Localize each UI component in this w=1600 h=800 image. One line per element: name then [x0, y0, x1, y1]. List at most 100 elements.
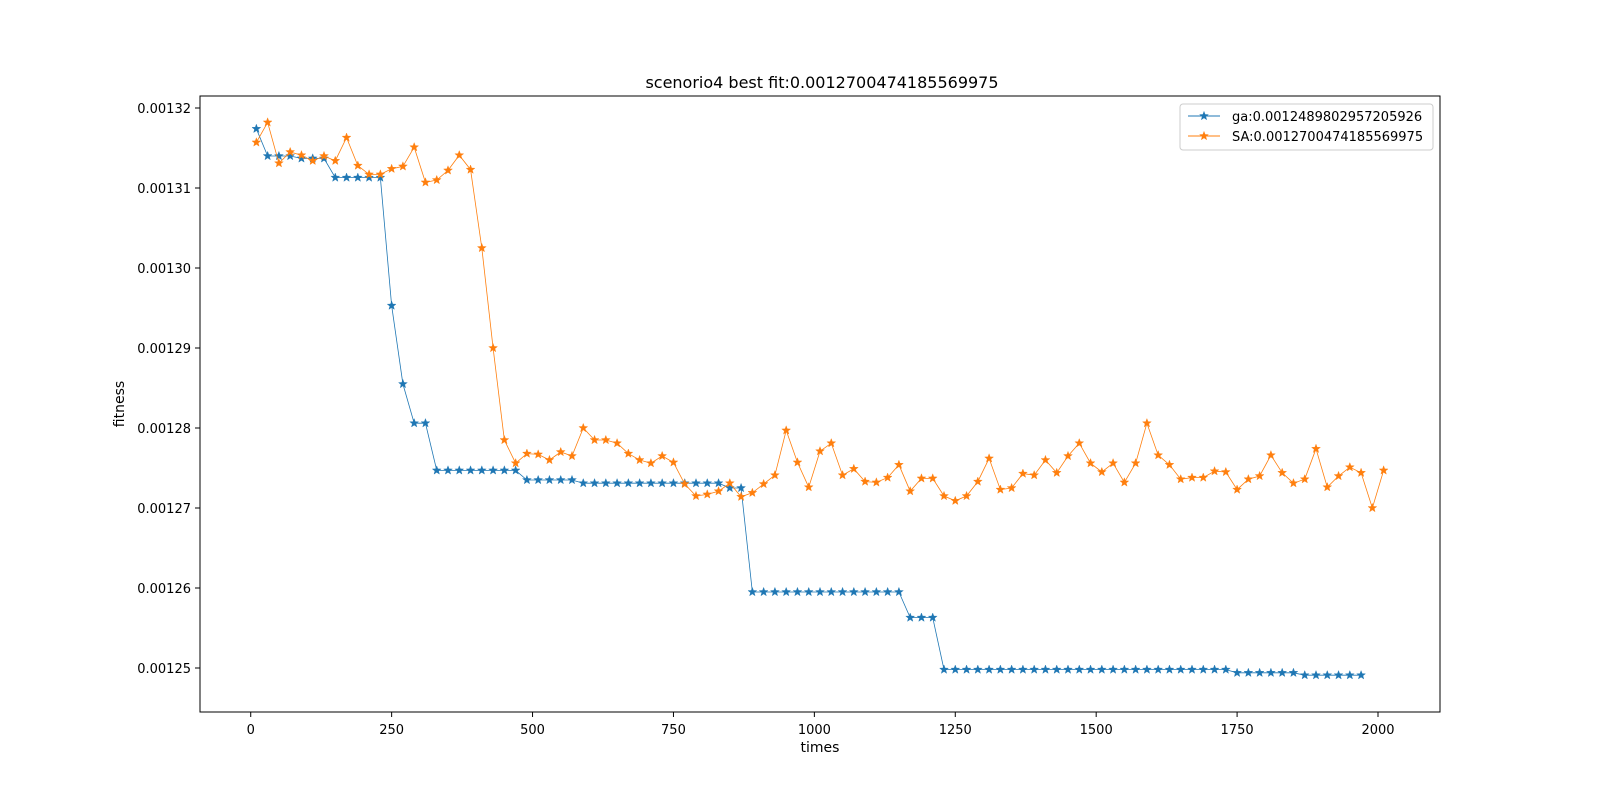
chart-title: scenorio4 best fit:0.0012700474185569975	[645, 73, 998, 92]
data-point	[465, 164, 476, 174]
data-point	[713, 486, 724, 496]
data-point	[1243, 474, 1254, 484]
data-point	[341, 132, 352, 142]
data-point	[1119, 477, 1130, 487]
data-point	[589, 434, 600, 445]
data-point	[972, 664, 983, 674]
data-point	[1220, 466, 1231, 477]
data-point	[1074, 664, 1085, 674]
data-point	[769, 586, 780, 597]
data-point	[1333, 670, 1344, 680]
series-1	[251, 117, 1389, 513]
data-point	[1254, 470, 1265, 481]
data-point	[1074, 438, 1085, 448]
data-point	[1288, 667, 1299, 677]
data-point	[510, 458, 521, 468]
data-point	[567, 450, 577, 461]
data-point	[420, 418, 431, 428]
legend-box	[1179, 103, 1434, 151]
data-point	[375, 172, 386, 182]
data-point	[1187, 472, 1197, 482]
data-point	[431, 174, 442, 185]
series-layer	[251, 117, 1389, 680]
data-point	[1096, 466, 1107, 477]
data-point	[905, 486, 916, 496]
data-point	[1356, 670, 1367, 680]
data-point	[1164, 664, 1175, 674]
x-tick-label: 1500	[1080, 723, 1113, 738]
data-point	[1344, 670, 1355, 680]
data-point	[262, 117, 273, 127]
data-point	[645, 478, 656, 488]
data-point	[1344, 462, 1355, 472]
data-point	[1322, 670, 1333, 680]
x-tick-label: 500	[520, 723, 545, 738]
data-point	[555, 446, 566, 457]
data-point	[1175, 474, 1186, 484]
data-point	[1029, 664, 1040, 674]
data-point	[454, 465, 465, 475]
y-tick-label: 0.00125	[137, 662, 191, 677]
data-point	[285, 146, 296, 157]
data-point	[1051, 664, 1062, 674]
data-point	[815, 446, 825, 456]
legend-label: ga:0.0012489802957205926	[1232, 110, 1422, 125]
data-point	[826, 586, 837, 597]
data-point	[476, 242, 487, 253]
data-point	[1029, 470, 1040, 480]
data-point	[262, 150, 273, 161]
data-point	[1299, 474, 1310, 484]
data-point	[544, 474, 555, 485]
data-point	[736, 482, 747, 493]
data-point	[781, 425, 792, 435]
data-point	[815, 586, 825, 597]
y-axis: 0.00125 0.00126 0.00127 0.00128 0.00129 0.001…	[137, 102, 200, 677]
data-point	[1243, 667, 1254, 677]
data-point	[1119, 664, 1130, 674]
data-point	[950, 664, 961, 674]
data-point	[984, 453, 995, 463]
data-point	[972, 476, 983, 486]
data-point	[961, 490, 972, 501]
data-point	[939, 490, 949, 501]
data-point	[724, 478, 735, 488]
data-point	[657, 478, 668, 488]
data-point	[645, 458, 656, 468]
data-point	[848, 463, 859, 473]
data-point	[713, 478, 724, 488]
x-tick-label: 250	[379, 723, 404, 738]
data-point	[747, 586, 758, 597]
data-point	[567, 474, 577, 485]
data-point	[1130, 458, 1141, 468]
data-point	[1108, 664, 1119, 674]
x-axis: 0 250 500 750 1000 1250 1500 1750 2000	[247, 712, 1395, 738]
x-tick-label: 0	[247, 723, 255, 738]
y-tick-label: 0.00132	[137, 102, 191, 117]
data-point	[1017, 468, 1028, 478]
data-point	[578, 422, 589, 433]
data-point	[1198, 472, 1209, 482]
data-point	[307, 155, 318, 165]
x-axis-label: times	[801, 740, 840, 756]
data-point	[375, 169, 386, 179]
data-point	[860, 476, 871, 486]
data-point	[1175, 664, 1186, 674]
data-point	[1288, 478, 1299, 488]
data-point	[871, 477, 882, 487]
data-point	[521, 474, 532, 485]
data-point	[510, 465, 521, 475]
data-point	[1277, 467, 1288, 477]
data-point	[882, 472, 893, 482]
data-point	[1378, 465, 1389, 475]
data-point	[905, 612, 916, 622]
data-point	[521, 448, 532, 458]
data-point	[1198, 664, 1209, 674]
plot-frame	[199, 95, 1441, 713]
data-point	[882, 586, 893, 597]
data-point	[702, 478, 713, 488]
data-point	[916, 473, 927, 483]
data-point	[352, 160, 363, 170]
y-tick-label: 0.00126	[137, 582, 191, 597]
data-point	[623, 478, 634, 488]
data-point	[454, 150, 465, 160]
